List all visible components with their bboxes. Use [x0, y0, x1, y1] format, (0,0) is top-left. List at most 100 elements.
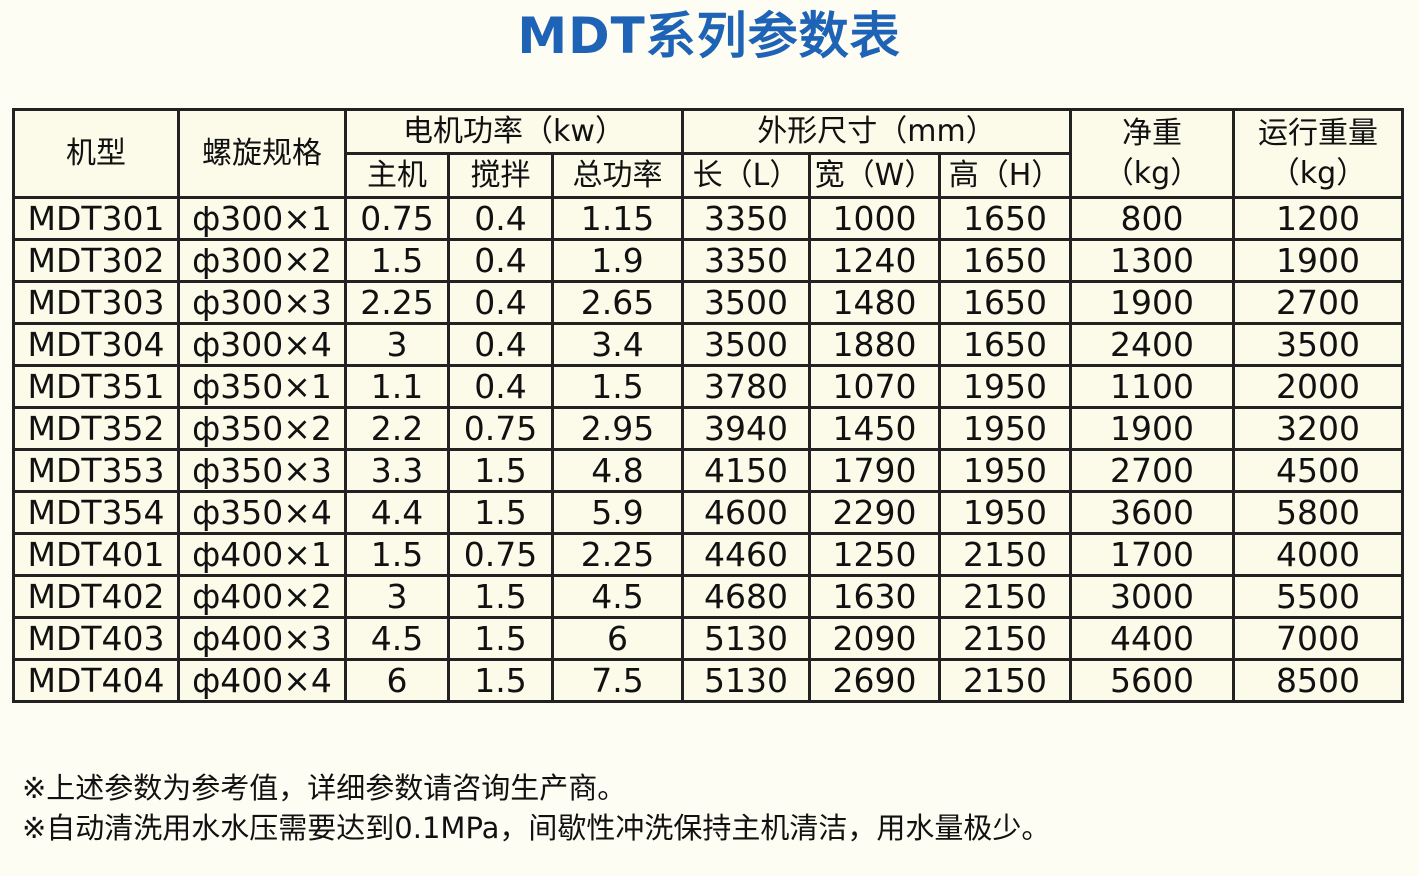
cell-width: 1880	[808, 322, 942, 367]
cell-total-power: 2.25	[550, 532, 685, 577]
header-running-weight: 运行重量 （kg）	[1232, 108, 1405, 199]
cell-net-weight: 1700	[1069, 532, 1236, 577]
cell-running-weight: 1900	[1232, 238, 1405, 283]
cell-length: 4680	[681, 574, 812, 619]
table-row: MDT302 ф300×2 1.5 0.4 1.9 3350 1240 1650 1300 190…	[12, 238, 1405, 283]
cell-length: 4460	[681, 532, 812, 577]
cell-height: 1950	[938, 490, 1073, 535]
header-model: 机型	[12, 108, 180, 199]
cell-running-weight: 2000	[1232, 364, 1405, 409]
cell-model: MDT351	[12, 364, 180, 409]
cell-length: 5130	[681, 616, 812, 661]
cell-main-power: 1.5	[344, 238, 450, 283]
cell-spiral-spec: ф350×3	[177, 448, 347, 493]
cell-running-weight: 7000	[1232, 616, 1405, 661]
header-net-weight-label: 净重	[1122, 115, 1183, 151]
cell-model: MDT304	[12, 322, 180, 367]
cell-width: 1250	[808, 532, 942, 577]
table-row: MDT303 ф300×3 2.25 0.4 2.65 3500 1480 1650 1900 2…	[12, 280, 1405, 325]
cell-length: 5130	[681, 658, 812, 703]
cell-spiral-spec: ф300×4	[177, 322, 347, 367]
cell-spiral-spec: ф400×3	[177, 616, 347, 661]
cell-main-power: 3.3	[344, 448, 450, 493]
header-spiral-spec: 螺旋规格	[177, 108, 347, 199]
header-dimensions: 外形尺寸（mm）	[681, 108, 1073, 155]
cell-spiral-spec: ф350×4	[177, 490, 347, 535]
cell-running-weight: 2700	[1232, 280, 1405, 325]
cell-net-weight: 3000	[1069, 574, 1236, 619]
cell-width: 2090	[808, 616, 942, 661]
cell-stir-power: 0.75	[447, 532, 554, 577]
cell-stir-power: 1.5	[447, 490, 554, 535]
cell-main-power: 1.1	[344, 364, 450, 409]
cell-length: 3940	[681, 406, 812, 451]
header-width: 宽（W）	[808, 152, 942, 199]
cell-length: 3780	[681, 364, 812, 409]
cell-total-power: 5.9	[550, 490, 685, 535]
cell-running-weight: 5500	[1232, 574, 1405, 619]
header-length: 长（L）	[681, 152, 812, 199]
cell-main-power: 2.25	[344, 280, 450, 325]
cell-width: 1480	[808, 280, 942, 325]
cell-total-power: 1.9	[550, 238, 685, 283]
cell-height: 1650	[938, 322, 1073, 367]
page-title: MDT系列参数表	[517, 7, 901, 65]
cell-width: 1790	[808, 448, 942, 493]
cell-height: 1650	[938, 238, 1073, 283]
cell-spiral-spec: ф350×2	[177, 406, 347, 451]
header-row-top: 机型 螺旋规格 电机功率（kw） 外形尺寸（mm） 净重 （kg） 运行重量 （…	[12, 108, 1405, 199]
cell-model: MDT404	[12, 658, 180, 703]
cell-model: MDT302	[12, 238, 180, 283]
header-net-weight-unit: （kg）	[1103, 155, 1201, 191]
table-row: MDT304 ф300×4 3 0.4 3.4 3500 1880 1650 2400 3500	[12, 322, 1405, 367]
cell-total-power: 4.8	[550, 448, 685, 493]
cell-height: 2150	[938, 574, 1073, 619]
cell-model: MDT401	[12, 532, 180, 577]
cell-net-weight: 800	[1069, 196, 1236, 241]
header-row-sub: 主机 搅拌 总功率 长（L） 宽（W） 高（H）	[14, 152, 1403, 199]
cell-length: 4150	[681, 448, 812, 493]
cell-net-weight: 3600	[1069, 490, 1236, 535]
cell-model: MDT303	[12, 280, 180, 325]
table-row: MDT301 ф300×1 0.75 0.4 1.15 3350 1000 1650 800 12…	[12, 196, 1405, 241]
cell-total-power: 2.95	[550, 406, 685, 451]
cell-total-power: 6	[550, 616, 685, 661]
cell-width: 1450	[808, 406, 942, 451]
cell-total-power: 3.4	[550, 322, 685, 367]
table-row: MDT354 ф350×4 4.4 1.5 5.9 4600 2290 1950 3600 580…	[12, 490, 1405, 535]
cell-length: 4600	[681, 490, 812, 535]
cell-length: 3500	[681, 280, 812, 325]
cell-length: 3500	[681, 322, 812, 367]
table-row: MDT401 ф400×1 1.5 0.75 2.25 4460 1250 2150 1700 4…	[12, 532, 1405, 577]
cell-stir-power: 0.4	[447, 364, 554, 409]
table-row: MDT403 ф400×3 4.5 1.5 6 5130 2090 2150 4400 7000	[12, 616, 1405, 661]
cell-running-weight: 4000	[1232, 532, 1405, 577]
cell-model: MDT301	[12, 196, 180, 241]
cell-main-power: 3	[344, 574, 450, 619]
cell-model: MDT352	[12, 406, 180, 451]
header-total-power: 总功率	[550, 152, 685, 199]
cell-stir-power: 1.5	[447, 616, 554, 661]
cell-net-weight: 1300	[1069, 238, 1236, 283]
cell-total-power: 4.5	[550, 574, 685, 619]
cell-net-weight: 1900	[1069, 280, 1236, 325]
cell-net-weight: 4400	[1069, 616, 1236, 661]
note-water-pressure: ※自动清洗用水水压需要达到0.1MPa，间歇性冲洗保持主机清洁，用水量极少。	[22, 811, 1051, 845]
cell-spiral-spec: ф400×4	[177, 658, 347, 703]
note-reference-values: ※上述参数为参考值，详细参数请咨询生产商。	[22, 771, 627, 805]
cell-spiral-spec: ф300×2	[177, 238, 347, 283]
parameter-table: 机型 螺旋规格 电机功率（kw） 外形尺寸（mm） 净重 （kg） 运行重量 （…	[12, 108, 1405, 703]
cell-width: 1000	[808, 196, 942, 241]
cell-stir-power: 0.4	[447, 196, 554, 241]
cell-main-power: 6	[344, 658, 450, 703]
cell-spiral-spec: ф400×1	[177, 532, 347, 577]
cell-width: 2690	[808, 658, 942, 703]
header-net-weight: 净重 （kg）	[1069, 108, 1236, 199]
cell-model: MDT353	[12, 448, 180, 493]
cell-total-power: 1.15	[550, 196, 685, 241]
header-motor-power: 电机功率（kw）	[343, 108, 685, 155]
cell-stir-power: 0.4	[447, 322, 554, 367]
cell-net-weight: 1900	[1069, 406, 1236, 451]
cell-net-weight: 5600	[1069, 658, 1236, 703]
